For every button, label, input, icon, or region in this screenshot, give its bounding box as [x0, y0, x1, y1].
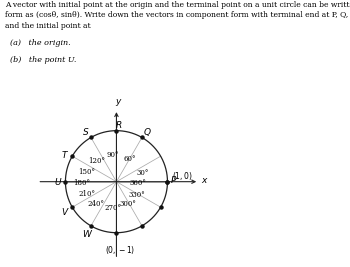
Text: $\it{W}$: $\it{W}$: [82, 227, 93, 238]
Text: $\it{V}$: $\it{V}$: [61, 206, 69, 217]
Text: form as (cosθ, sinθ). Write down the vectors in component form with terminal end: form as (cosθ, sinθ). Write down the vec…: [5, 11, 350, 19]
Text: $(0, -1)$: $(0, -1)$: [105, 244, 135, 256]
Text: (a)   the origin.: (a) the origin.: [10, 39, 71, 47]
Text: 360°: 360°: [130, 179, 146, 187]
Text: and the initial point at: and the initial point at: [5, 22, 90, 30]
Text: $\it{P}$: $\it{P}$: [170, 174, 178, 185]
Text: 300°: 300°: [119, 200, 136, 208]
Text: $\it{T}$: $\it{T}$: [61, 149, 69, 160]
Text: 60°: 60°: [124, 155, 136, 163]
Text: 330°: 330°: [128, 191, 145, 199]
Text: 210°: 210°: [78, 190, 95, 198]
Text: 150°: 150°: [78, 168, 95, 176]
Text: 270°: 270°: [104, 204, 121, 212]
Text: $\it{U}$: $\it{U}$: [54, 176, 62, 187]
Text: $y$: $y$: [115, 97, 122, 108]
Text: $\it{Q}$: $\it{Q}$: [143, 126, 152, 138]
Text: 30°: 30°: [137, 169, 149, 177]
Text: $\it{R}$: $\it{R}$: [115, 119, 122, 129]
Text: 120°: 120°: [89, 157, 106, 165]
Text: 180°: 180°: [73, 179, 90, 187]
Text: $\it{S}$: $\it{S}$: [82, 126, 89, 138]
Text: $(1, 0)$: $(1, 0)$: [172, 170, 193, 182]
Text: $x$: $x$: [201, 176, 208, 185]
Text: (b)   the point U.: (b) the point U.: [10, 56, 77, 64]
Text: 240°: 240°: [88, 200, 105, 208]
Text: 90°: 90°: [106, 151, 119, 159]
Text: A vector with initial point at the origin and the terminal point on a unit circl: A vector with initial point at the origi…: [5, 1, 350, 9]
